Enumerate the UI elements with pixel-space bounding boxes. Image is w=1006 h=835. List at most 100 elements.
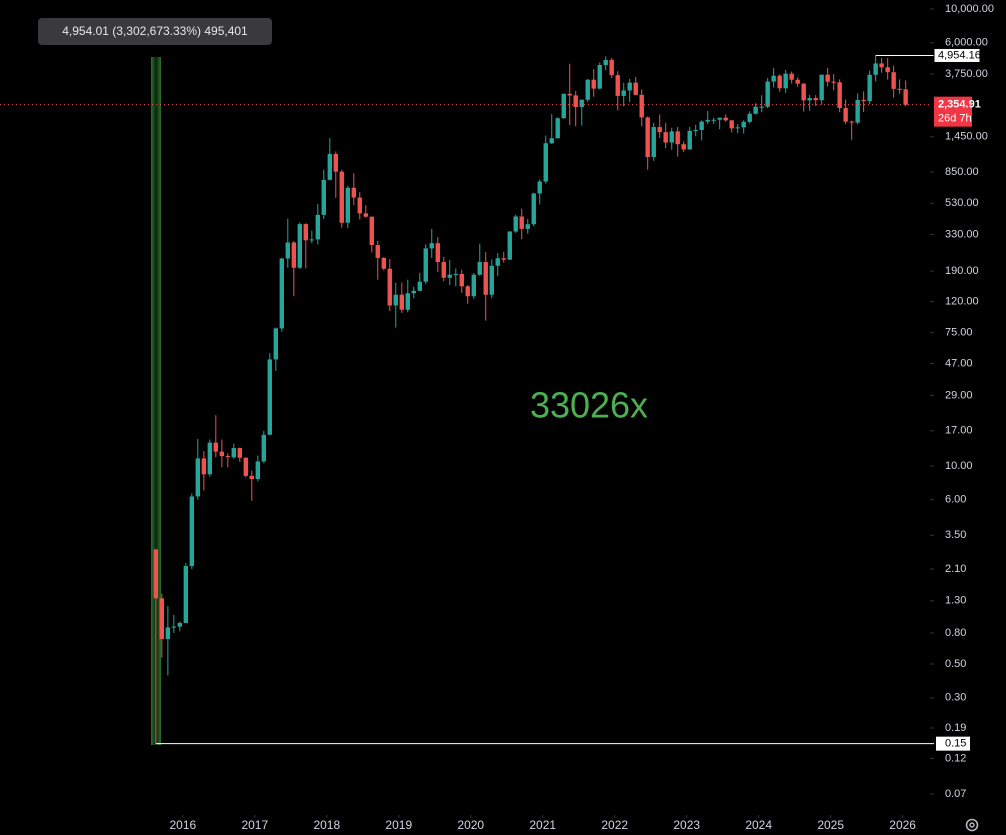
x-tick-label: 2020 xyxy=(457,818,484,832)
settings-icon[interactable] xyxy=(965,818,979,832)
candle-body xyxy=(615,75,620,96)
candle-body xyxy=(417,281,422,291)
candle-body xyxy=(603,59,608,66)
candle-body xyxy=(567,93,572,96)
candle-body xyxy=(327,153,333,180)
x-tick-label: 2022 xyxy=(601,818,628,832)
candle-body xyxy=(465,286,470,297)
candle-body xyxy=(279,258,285,329)
y-tick-label: 1.30 xyxy=(945,595,966,607)
y-tick-label: 6,000.00 xyxy=(945,37,988,49)
candle-body xyxy=(639,94,644,118)
measure-label: 4,954.01 (3,302,673.33%) 495,401 xyxy=(62,24,248,38)
candle-body xyxy=(729,120,734,129)
x-tick-label: 2024 xyxy=(745,818,772,832)
candle-body xyxy=(405,293,410,310)
candle-body xyxy=(681,144,686,150)
candle-body xyxy=(171,626,177,628)
price-axis: 10,000.00 6,000.00 3,750.00 1,450.00 850.00 5… xyxy=(169,3,993,832)
candle-body xyxy=(297,224,303,268)
candle-body xyxy=(867,74,872,102)
candle-body xyxy=(525,224,530,229)
candle-body xyxy=(753,106,758,114)
candle-body xyxy=(777,75,782,89)
candle-body xyxy=(651,127,656,158)
x-tick-label: 2017 xyxy=(241,818,268,832)
candle-body xyxy=(459,273,464,287)
candle-body xyxy=(675,131,680,145)
candle-body xyxy=(843,108,848,122)
last-price-badge xyxy=(934,96,972,127)
y-tick-label: 17.00 xyxy=(945,425,973,437)
candle-body xyxy=(357,197,362,214)
candle-body xyxy=(543,143,548,182)
candle-body xyxy=(375,245,380,258)
candle-body xyxy=(207,442,213,475)
measure-range xyxy=(151,57,161,745)
gear[interactable] xyxy=(965,818,979,832)
candle-body xyxy=(573,95,578,107)
candle-body xyxy=(741,121,746,128)
candle-body xyxy=(261,434,267,462)
candle-body xyxy=(507,231,512,260)
candle-body xyxy=(735,127,740,129)
candle-body xyxy=(423,248,428,282)
y-tick-label: 10,000.00 xyxy=(945,3,994,15)
candle-body xyxy=(387,268,392,306)
candle-body xyxy=(723,117,728,121)
last-price-label: 2,354.91 xyxy=(938,99,981,111)
y-tick-label: 0.30 xyxy=(945,692,966,704)
candle-body xyxy=(351,187,356,198)
candle-body xyxy=(861,99,866,102)
y-tick-label: 190.00 xyxy=(945,265,979,277)
candle-body xyxy=(789,73,794,80)
y-tick-label: 1,450.00 xyxy=(945,131,988,143)
annotation: 33026x xyxy=(530,385,648,426)
candle-body xyxy=(765,81,770,107)
candle-body xyxy=(213,442,219,452)
candle-body xyxy=(645,117,650,158)
candle-body xyxy=(609,59,614,76)
countdown-label: 26d 7h xyxy=(938,113,972,125)
y-tick-label: 3.50 xyxy=(945,529,966,541)
y-tick-label: 0.80 xyxy=(945,627,966,639)
y-tick-label: 0.19 xyxy=(945,722,966,734)
candle-body xyxy=(783,73,788,89)
candle-body xyxy=(705,119,710,122)
candle-body xyxy=(657,127,662,133)
candle-body xyxy=(747,113,752,122)
y-tick-label: 330.00 xyxy=(945,229,979,241)
y-tick-label: 120.00 xyxy=(945,295,979,307)
candle-body xyxy=(711,119,716,121)
x-tick-label: 2023 xyxy=(673,818,700,832)
candle-body xyxy=(231,448,236,458)
candle-body xyxy=(255,461,261,480)
candle-body xyxy=(225,456,231,458)
candle-body xyxy=(285,242,290,259)
candle-body xyxy=(315,214,320,240)
candle-body xyxy=(381,257,387,269)
candle-body xyxy=(183,566,189,623)
candle-body xyxy=(771,75,776,82)
candle-body xyxy=(669,131,674,143)
plot-area xyxy=(0,54,934,745)
candle-body xyxy=(759,106,764,108)
candle-body xyxy=(585,79,590,100)
candle-body xyxy=(717,117,722,120)
candle-body xyxy=(561,93,566,119)
candle-body xyxy=(429,243,434,249)
y-tick-label: 47.00 xyxy=(945,357,973,369)
low-marker-label: 0.15 xyxy=(945,738,966,750)
x-tick-label: 2019 xyxy=(385,818,412,832)
candle-body xyxy=(807,98,812,101)
candle-body xyxy=(591,79,596,89)
candle-body xyxy=(579,99,584,107)
candle-body xyxy=(531,193,536,225)
gear-center[interactable] xyxy=(969,822,975,828)
candle-body xyxy=(411,290,416,294)
x-tick-label: 2025 xyxy=(817,818,844,832)
candle-body xyxy=(627,82,632,91)
y-tick-label: 3,750.00 xyxy=(945,68,988,80)
